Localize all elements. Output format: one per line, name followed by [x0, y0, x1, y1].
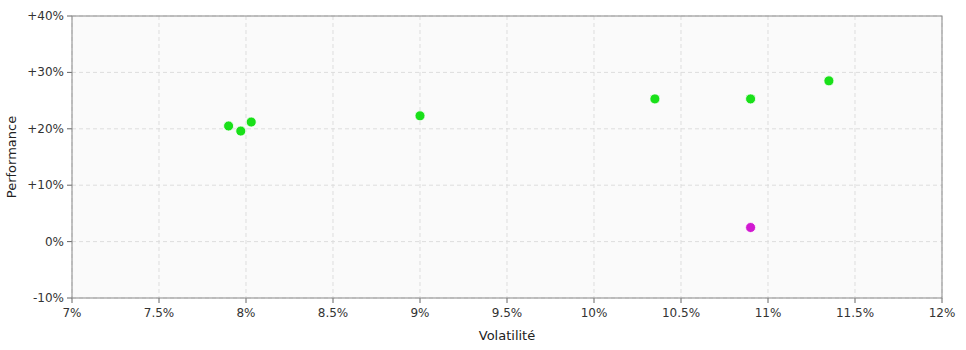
point — [236, 126, 246, 136]
tick-y — [67, 241, 72, 242]
y-axis-label: Performance — [4, 116, 19, 198]
grid-line-x — [594, 16, 595, 298]
grid-line-y — [72, 185, 942, 186]
series — [746, 223, 756, 233]
point — [415, 111, 425, 121]
series — [224, 76, 834, 136]
tick-y — [67, 185, 72, 186]
tick-y — [67, 16, 72, 17]
tick-label-y: +40% — [27, 9, 64, 23]
tick-label-x: 7.5% — [144, 306, 175, 320]
point — [824, 76, 834, 86]
grid-line-x — [855, 16, 856, 298]
tick-x — [507, 298, 508, 303]
x-axis-label: Volatilité — [479, 328, 535, 343]
tick-y — [67, 128, 72, 129]
tick-label-y: -10% — [33, 291, 64, 305]
tick-label-y: +20% — [27, 122, 64, 136]
grid-line-x — [246, 16, 247, 298]
tick-label-x: 7% — [62, 306, 81, 320]
tick-label-x: 11% — [755, 306, 782, 320]
axes: 7% 7.5% 8% 8.5% 9% 9.5% 10% 10.5% 11% 11.5% 12% -10… — [27, 9, 955, 320]
tick-label-y: +30% — [27, 65, 64, 79]
grid-line-y — [72, 72, 942, 73]
tick-x — [942, 298, 943, 303]
grid-line-x — [159, 16, 160, 298]
grid-line-y — [72, 241, 942, 242]
point — [650, 94, 660, 104]
tick-x — [72, 298, 73, 303]
tick-x — [246, 298, 247, 303]
chart: 7% 7.5% 8% 8.5% 9% 9.5% 10% 10.5% 11% 11.5% 12% -10… — [0, 0, 966, 350]
grid-line-x — [768, 16, 769, 298]
tick-label-x: 10% — [581, 306, 608, 320]
tick-label-x: 9.5% — [492, 306, 523, 320]
tick-label-x: 8% — [236, 306, 255, 320]
grid-line-x — [681, 16, 682, 298]
tick-label-x: 8.5% — [318, 306, 349, 320]
tick-label-y: +10% — [27, 178, 64, 192]
point — [224, 121, 234, 131]
tick-x — [594, 298, 595, 303]
grid-line-y — [72, 128, 942, 129]
tick-label-x: 11.5% — [836, 306, 874, 320]
grid-line-x — [333, 16, 334, 298]
tick-y — [67, 72, 72, 73]
tick-label-x: 10.5% — [662, 306, 700, 320]
grid — [72, 16, 942, 298]
plot-frame — [72, 16, 942, 298]
tick-x — [159, 298, 160, 303]
tick-y — [67, 298, 72, 299]
tick-label-x: 9% — [410, 306, 429, 320]
plot-area — [72, 16, 942, 298]
tick-label-x: 12% — [929, 306, 956, 320]
point — [746, 94, 756, 104]
tick-x — [681, 298, 682, 303]
tick-x — [855, 298, 856, 303]
point — [746, 223, 756, 233]
tick-x — [768, 298, 769, 303]
grid-line-x — [507, 16, 508, 298]
point — [246, 117, 256, 127]
grid-line-x — [420, 16, 421, 298]
tick-label-y: 0% — [45, 235, 64, 249]
tick-x — [333, 298, 334, 303]
points — [224, 76, 834, 233]
tick-x — [420, 298, 421, 303]
